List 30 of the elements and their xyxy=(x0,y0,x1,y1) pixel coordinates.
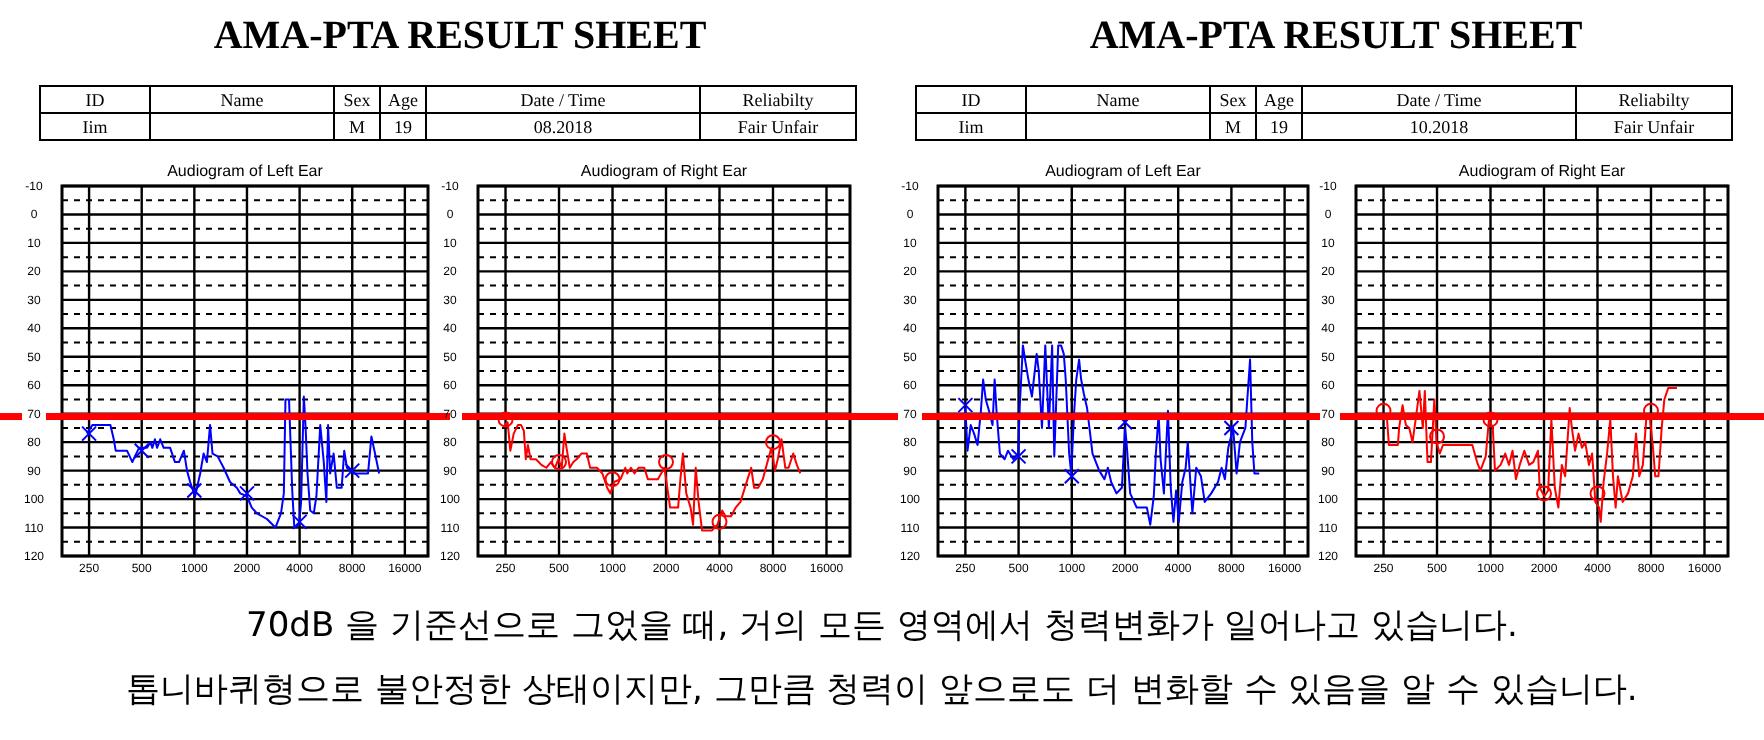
text: M xyxy=(348,117,366,137)
text: 19 xyxy=(394,117,413,137)
chart-title: Audiogram of Left Ear xyxy=(167,162,324,180)
text: ID xyxy=(85,90,106,110)
text: 19 xyxy=(1270,117,1289,137)
text: Sex xyxy=(343,90,372,110)
text: Iim xyxy=(958,117,984,137)
text: Date / Time xyxy=(520,90,606,110)
text: Age xyxy=(388,90,418,110)
text: 10.2018 xyxy=(1409,117,1470,137)
text: Reliabilty xyxy=(742,90,815,110)
text: Age xyxy=(1264,90,1294,110)
text: 08.2018 xyxy=(533,117,594,137)
text: Reliabilty xyxy=(1618,90,1691,110)
text: Iim xyxy=(82,117,108,137)
text: Sex xyxy=(1219,90,1248,110)
text: Fair Unfair xyxy=(1613,117,1695,137)
chart-title: Audiogram of Right Ear xyxy=(1458,162,1626,180)
text: Name xyxy=(1096,90,1140,110)
text: M xyxy=(1224,117,1242,137)
chart-title: Audiogram of Right Ear xyxy=(580,162,748,180)
text: 톱니바퀴형으로 불안정한 상태이지만, 그만큼 청력이 앞으로도 더 변화할 수 있음을 알 수 있습니다. xyxy=(126,670,1638,710)
text: 70dB 을 기준선으로 그었을 때, 거의 모든 영역에서 청력변화가 일어나고 있습니다. xyxy=(246,606,1518,646)
text: Date / Time xyxy=(1396,90,1482,110)
text: AMA-PTA RESULT SHEET xyxy=(213,14,708,58)
chart-title: Audiogram of Left Ear xyxy=(1045,162,1202,180)
text: AMA-PTA RESULT SHEET xyxy=(1089,14,1584,58)
text: Name xyxy=(220,90,264,110)
text: ID xyxy=(961,90,982,110)
text: Fair Unfair xyxy=(737,117,819,137)
